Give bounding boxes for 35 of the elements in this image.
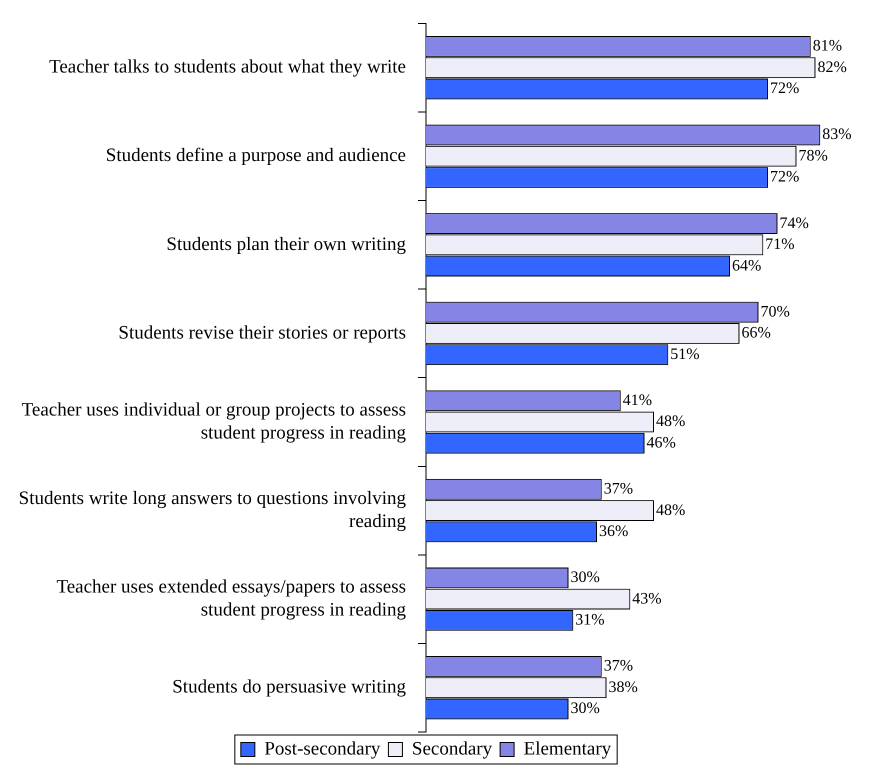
data-label: 72% [770, 80, 800, 98]
data-label: 78% [798, 147, 828, 164]
legend-label: Secondary [412, 738, 493, 760]
data-label: 36% [598, 523, 628, 540]
data-label: 48% [656, 502, 686, 519]
data-label: 81% [812, 38, 842, 55]
data-label: 46% [646, 434, 676, 452]
data-label: 70% [760, 303, 790, 320]
y-tick-label: Students write long answers to questions involving reading [18, 488, 406, 532]
data-label: 51% [670, 346, 700, 363]
y-tick-label: Students plan their own writing [166, 234, 406, 255]
y-tick-label: Students define a purpose and audience [106, 145, 406, 166]
data-label: 83% [822, 126, 852, 144]
legend-label: Post-secondary [264, 738, 381, 760]
y-tick-label: Students revise their stories or reports [118, 322, 406, 344]
data-label: 30% [570, 569, 600, 586]
y-tick-label: Teacher talks to students about what they write [49, 56, 406, 78]
y-tick-label: Teacher uses individual or group projects to assess student progress in reading [22, 400, 406, 444]
data-label: 38% [608, 678, 638, 696]
data-label: 43% [632, 590, 662, 608]
data-label: 74% [779, 214, 809, 232]
data-label: 82% [817, 58, 847, 76]
data-label: 37% [604, 658, 634, 675]
data-label: 66% [741, 324, 771, 342]
data-label: 31% [575, 612, 605, 629]
data-label: 48% [656, 413, 686, 430]
y-tick-label: Teacher uses extended essays/papers to assess student progress in reading [56, 576, 406, 621]
data-label: 41% [622, 392, 652, 409]
y-tick-label: Students do persuasive writing [172, 676, 406, 698]
data-label: 30% [570, 700, 600, 718]
data-label: 64% [732, 257, 762, 274]
data-label: 71% [765, 236, 795, 254]
data-label: 72% [770, 168, 800, 186]
data-label: 37% [604, 480, 634, 498]
legend-label: Elementary [524, 738, 612, 760]
